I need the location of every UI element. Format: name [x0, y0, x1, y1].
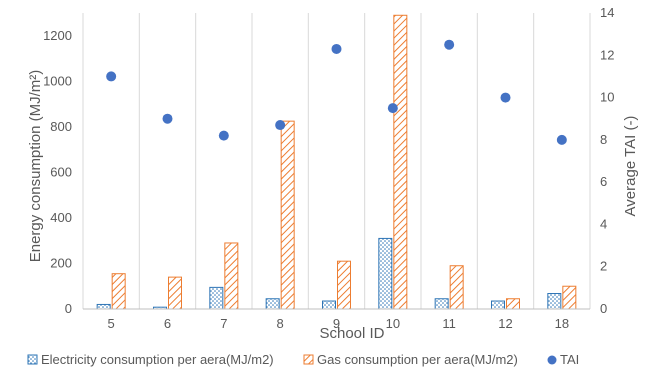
- bar-electricity-11: [434, 298, 449, 310]
- x-tick-label: 12: [498, 316, 512, 331]
- y-tick-label-right: 12: [600, 47, 614, 62]
- bar-gas-12: [506, 298, 520, 310]
- points-layer: [106, 39, 567, 145]
- x-tick-label: 11: [442, 316, 456, 331]
- y-tick-label-left: 1200: [43, 28, 72, 43]
- x-tick-label: 6: [164, 316, 171, 331]
- y-tick-label-right: 2: [600, 259, 607, 274]
- x-tick-label: 9: [333, 316, 340, 331]
- y-tick-label-left: 400: [50, 210, 72, 225]
- tai-point-5: [106, 71, 117, 82]
- tai-point-11: [444, 39, 455, 50]
- tai-point-6: [162, 113, 173, 124]
- grid-layer: [82, 13, 591, 309]
- bar-electricity-7: [209, 286, 224, 310]
- bar-electricity-12: [491, 300, 505, 310]
- y-tick-label-left: 200: [50, 255, 72, 270]
- x-tick-label: 7: [220, 316, 227, 331]
- bar-gas-7: [224, 242, 239, 310]
- bar-gas-8: [280, 120, 295, 310]
- axes-layer: 5 6 7 8 9 10 11 12 18 0 200 400 600 800 1000 1200 0 2 4 6 8 1…: [43, 5, 614, 331]
- y-tick-label-left: 0: [65, 301, 72, 316]
- y-axis-title-left: Energy consumption (MJ/m²): [27, 70, 44, 263]
- x-tick-label: 18: [555, 316, 569, 331]
- bar-electricity-10: [378, 237, 393, 310]
- tai-point-18: [556, 134, 567, 145]
- legend: Electricity consumption per aera(MJ/m2) …: [27, 352, 579, 367]
- tai-point-8: [275, 120, 286, 131]
- bar-electricity-5: [96, 303, 111, 310]
- y-tick-label-left: 600: [50, 164, 72, 179]
- y-tick-label-right: 10: [600, 90, 614, 105]
- bar-gas-5: [111, 273, 126, 310]
- bar-gas-6: [168, 276, 182, 310]
- legend-swatch-electricity: [27, 354, 38, 365]
- x-tick-label: 8: [277, 316, 284, 331]
- bar-electricity-9: [322, 300, 336, 310]
- tai-point-7: [218, 130, 229, 141]
- legend-swatch-gas: [303, 354, 314, 365]
- tai-point-10: [387, 103, 398, 114]
- legend-marker-tai: [547, 355, 557, 365]
- bars-layer: [96, 14, 577, 310]
- y-tick-label-left: 1000: [43, 73, 72, 88]
- tai-point-9: [331, 43, 342, 54]
- y-tick-label-right: 8: [600, 132, 607, 147]
- bar-gas-18: [562, 285, 577, 310]
- y-tick-label-right: 4: [600, 216, 607, 231]
- y-tick-label-right: 0: [600, 301, 607, 316]
- y-axis-title-right: Average TAI (-): [622, 116, 639, 217]
- bar-electricity-8: [265, 298, 280, 310]
- bar-electricity-18: [547, 293, 562, 310]
- tai-point-12: [500, 92, 511, 103]
- x-tick-label: 10: [386, 316, 400, 331]
- x-axis-title: School ID: [319, 325, 384, 342]
- bar-gas-10: [393, 14, 408, 310]
- legend-label-electricity: Electricity consumption per aera(MJ/m2): [41, 352, 274, 367]
- bar-gas-11: [449, 265, 464, 310]
- y-tick-label-right: 6: [600, 174, 607, 189]
- y-tick-label-right: 14: [600, 5, 614, 20]
- legend-label-tai: TAI: [560, 352, 579, 367]
- y-tick-label-left: 800: [50, 119, 72, 134]
- x-tick-label: 5: [108, 316, 115, 331]
- bar-gas-9: [337, 260, 351, 310]
- legend-label-gas: Gas consumption per aera(MJ/m2): [317, 352, 518, 367]
